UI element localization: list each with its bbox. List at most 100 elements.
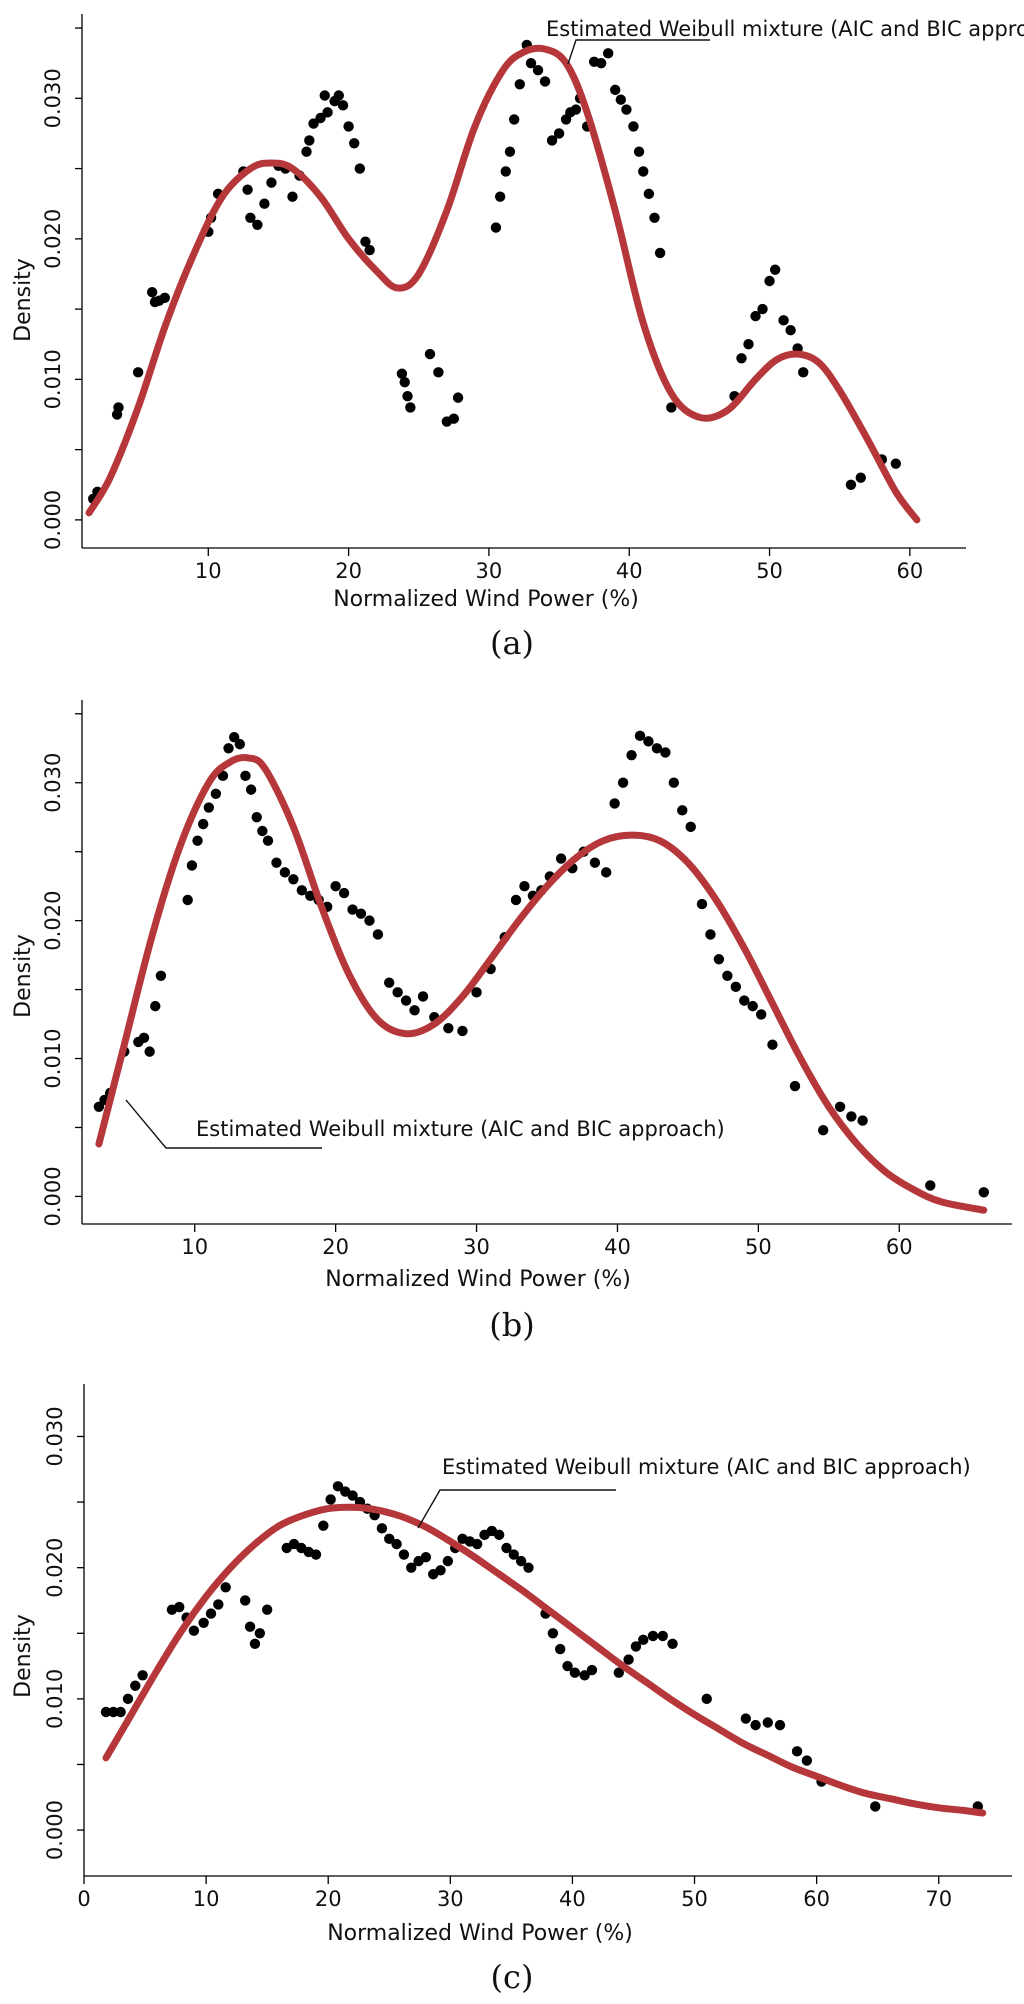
data-point (515, 1555, 527, 1567)
data-point (668, 777, 680, 788)
data-point (347, 1490, 358, 1501)
data-point (319, 90, 330, 101)
x-tick-label-a: 60 (897, 559, 924, 583)
data-point (364, 244, 375, 256)
x-tick-label-c: 70 (925, 1887, 952, 1911)
data-point (890, 458, 902, 469)
data-point (349, 138, 360, 149)
data-point (764, 275, 775, 287)
data-point (523, 1562, 534, 1573)
data-point (392, 987, 403, 998)
data-point (244, 1621, 256, 1632)
data-point (384, 1533, 395, 1545)
data-point (372, 929, 384, 940)
data-point (789, 1080, 801, 1092)
data-point (296, 885, 308, 896)
data-point (301, 146, 312, 157)
caption-b: (b) (489, 1306, 534, 1344)
axes-c: 0.000 0.010 0.020 0.030 0 10 20 30 40 50 60 70 (43, 1384, 1012, 1911)
data-point (452, 392, 464, 403)
y-tick-label-a: 0.000 (41, 490, 65, 550)
data-point (245, 212, 256, 223)
x-tick-label-c: 10 (193, 1887, 220, 1911)
data-point (100, 1706, 112, 1718)
data-point (405, 402, 416, 413)
data-point (798, 367, 809, 378)
y-tick-label-b: 0.010 (41, 1028, 65, 1088)
annotation-leader-c (417, 1489, 616, 1529)
data-point (239, 1595, 251, 1606)
data-point (245, 784, 257, 795)
data-point (757, 303, 768, 315)
data-point (338, 887, 350, 899)
y-axis-title-a: Density (11, 258, 36, 342)
data-point (978, 1187, 990, 1198)
data-point (417, 991, 429, 1002)
data-point (138, 1032, 150, 1044)
data-point (130, 1680, 141, 1691)
data-point (845, 479, 857, 490)
x-axis-title-b: Normalized Wind Power (%) (325, 1267, 631, 1292)
data-point (364, 915, 375, 926)
data-point (261, 1604, 273, 1615)
data-point (337, 100, 349, 111)
data-point (666, 402, 677, 413)
data-point (186, 860, 198, 871)
data-point (402, 391, 413, 402)
data-point (322, 107, 333, 118)
data-point (174, 1601, 185, 1613)
data-point (355, 908, 367, 919)
data-point (743, 339, 754, 350)
data-point (220, 1582, 231, 1593)
y-tick-label-b: 0.030 (41, 753, 65, 813)
x-tick-label-b: 20 (322, 1235, 349, 1259)
caption-c: (c) (491, 1958, 534, 1996)
data-point (617, 777, 629, 788)
data-point (547, 1628, 559, 1639)
data-point (93, 1101, 105, 1112)
data-point (354, 163, 366, 174)
data-point (223, 743, 234, 754)
y-tick-label-c: 0.000 (43, 1800, 67, 1860)
data-point (801, 1755, 813, 1766)
data-point (471, 987, 482, 998)
data-point (504, 146, 516, 157)
x-tick-label-a: 30 (476, 559, 503, 583)
data-point (332, 1481, 344, 1492)
data-point (271, 857, 282, 868)
data-point (654, 247, 666, 259)
data-point (383, 977, 395, 988)
data-point (539, 76, 551, 87)
data-point (595, 57, 607, 69)
data-point (817, 1125, 829, 1136)
data-point (667, 1638, 678, 1649)
data-point (546, 135, 558, 146)
data-point (210, 788, 222, 799)
data-point (630, 1641, 642, 1652)
data-point (409, 1005, 420, 1016)
data-point (197, 818, 209, 830)
data-point (217, 770, 229, 782)
data-point (589, 857, 601, 868)
data-point (785, 324, 796, 336)
data-point (251, 812, 262, 823)
data-point (638, 166, 649, 177)
data-point (333, 90, 344, 101)
annotation-label-c: Estimated Weibull mixture (AIC and BIC a… (442, 1455, 971, 1479)
data-point (443, 1022, 454, 1034)
data-point (628, 121, 639, 132)
data-point (396, 368, 408, 379)
y-tick-label-a: 0.030 (41, 68, 65, 128)
data-point (750, 310, 761, 322)
data-point (750, 1719, 761, 1731)
x-tick-label-b: 60 (886, 1235, 913, 1259)
data-point (501, 1542, 512, 1554)
data-point (685, 821, 696, 833)
x-tick-label-b: 10 (181, 1235, 208, 1259)
data-point (739, 995, 750, 1006)
data-point (347, 904, 358, 915)
data-point (638, 1634, 649, 1646)
data-point (791, 1746, 803, 1757)
weibull-mixture-curve-a (85, 44, 921, 524)
